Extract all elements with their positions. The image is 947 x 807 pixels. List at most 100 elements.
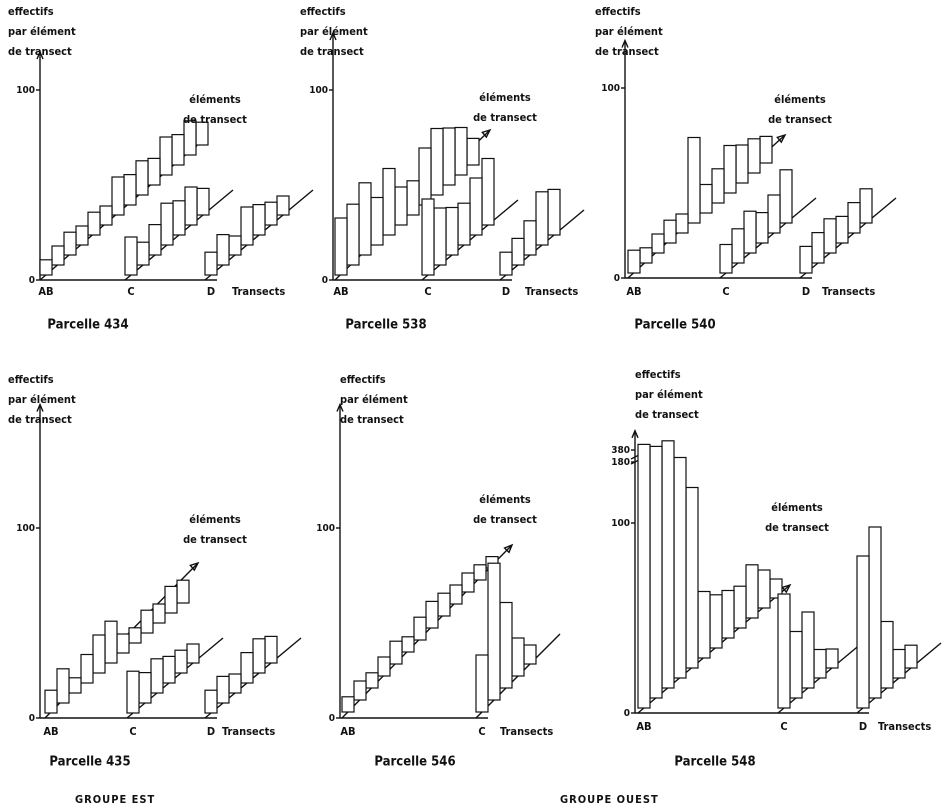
bar: [811, 232, 825, 264]
bar: [777, 593, 791, 709]
y-axis-label: effectifs: [340, 373, 386, 386]
bar: [535, 191, 549, 246]
bar: [196, 187, 210, 216]
bar: [799, 245, 813, 274]
bar: [92, 634, 106, 674]
depth-axis-label: éléments: [771, 501, 823, 514]
bar: [856, 555, 870, 709]
bar: [104, 620, 118, 664]
y-axis-label: effectifs: [635, 368, 681, 381]
y-axis-label: effectifs: [595, 5, 641, 18]
bar: [421, 198, 435, 276]
bar: [252, 204, 266, 236]
bar: [216, 234, 230, 266]
y-tick-label: 0: [614, 273, 620, 284]
y-axis-label: par élément: [8, 25, 76, 38]
x-tick-label: C: [127, 285, 134, 298]
bar: [413, 616, 427, 641]
bar: [68, 677, 82, 694]
bar: [123, 174, 137, 206]
bar: [204, 689, 218, 714]
y-axis-label: par élément: [340, 393, 408, 406]
bar: [334, 217, 348, 276]
y-tick-label: 0: [329, 713, 335, 724]
bar: [868, 526, 882, 699]
bar: [481, 157, 495, 226]
bar: [475, 654, 489, 713]
bar: [216, 675, 230, 704]
bar: [63, 231, 77, 256]
chart-title: Parcelle 548: [674, 755, 755, 770]
bar: [252, 638, 266, 674]
bar: [87, 211, 101, 236]
x-axis-label: Transects: [878, 720, 931, 733]
bar: [473, 564, 487, 581]
depth-axis-label: de transect: [768, 113, 832, 126]
bar: [675, 213, 689, 234]
bar: [547, 188, 561, 236]
x-tick-label: D: [502, 285, 510, 298]
bar: [401, 636, 415, 653]
bar: [44, 689, 58, 714]
bar: [39, 259, 53, 276]
x-tick-label: C: [424, 285, 431, 298]
bar: [747, 138, 761, 174]
bar: [228, 673, 242, 694]
bar: [377, 656, 391, 677]
y-axis-label: effectifs: [8, 373, 54, 386]
bar: [382, 167, 396, 236]
x-tick-label: AB: [626, 285, 641, 298]
bar: [430, 127, 444, 196]
y-axis-label: de transect: [300, 45, 364, 58]
x-axis-label: Transects: [222, 725, 275, 738]
bar: [159, 136, 173, 176]
axis-arrow: [329, 31, 337, 41]
chart-title: Parcelle 435: [49, 755, 130, 770]
depth-axis-label: éléments: [774, 93, 826, 106]
bar: [685, 486, 699, 669]
depth-axis-label: éléments: [189, 93, 241, 106]
bar: [745, 564, 759, 619]
bar: [353, 680, 367, 701]
y-tick-label: 0: [624, 708, 630, 719]
bar: [801, 611, 815, 689]
bar: [128, 627, 142, 644]
bar: [365, 672, 379, 689]
bar: [813, 648, 827, 679]
bar: [755, 212, 769, 244]
bar: [152, 603, 166, 624]
bar: [699, 183, 713, 214]
bar: [116, 633, 130, 654]
y-tick-label: 100: [316, 523, 335, 534]
chart-title: Parcelle 434: [47, 318, 128, 333]
bar: [511, 637, 525, 677]
axis-arrow: [36, 50, 44, 60]
x-tick-label: AB: [38, 285, 53, 298]
bar: [135, 160, 149, 196]
axis-arrow: [631, 429, 639, 439]
bar: [370, 196, 384, 246]
x-axis-label: Transects: [500, 725, 553, 738]
group-label: GROUPE OUEST: [560, 793, 659, 806]
depth-axis-label: éléments: [479, 91, 531, 104]
y-axis-label: par élément: [635, 388, 703, 401]
bar: [160, 202, 174, 246]
bar: [454, 126, 468, 176]
y-axis-label: par élément: [300, 25, 368, 38]
x-tick-label: AB: [340, 725, 355, 738]
bar: [51, 245, 65, 266]
x-tick-label: C: [478, 725, 485, 738]
bar: [639, 247, 653, 264]
bar: [457, 202, 471, 246]
bar: [880, 620, 894, 689]
axis-arrow: [336, 402, 344, 412]
bar: [164, 585, 178, 614]
depth-axis-label: éléments: [479, 493, 531, 506]
bar: [523, 644, 537, 665]
y-tick-label: 100: [309, 85, 328, 96]
bar: [394, 186, 408, 226]
x-tick-label: C: [722, 285, 729, 298]
bar: [140, 609, 154, 634]
y-axis-label: par élément: [8, 393, 76, 406]
